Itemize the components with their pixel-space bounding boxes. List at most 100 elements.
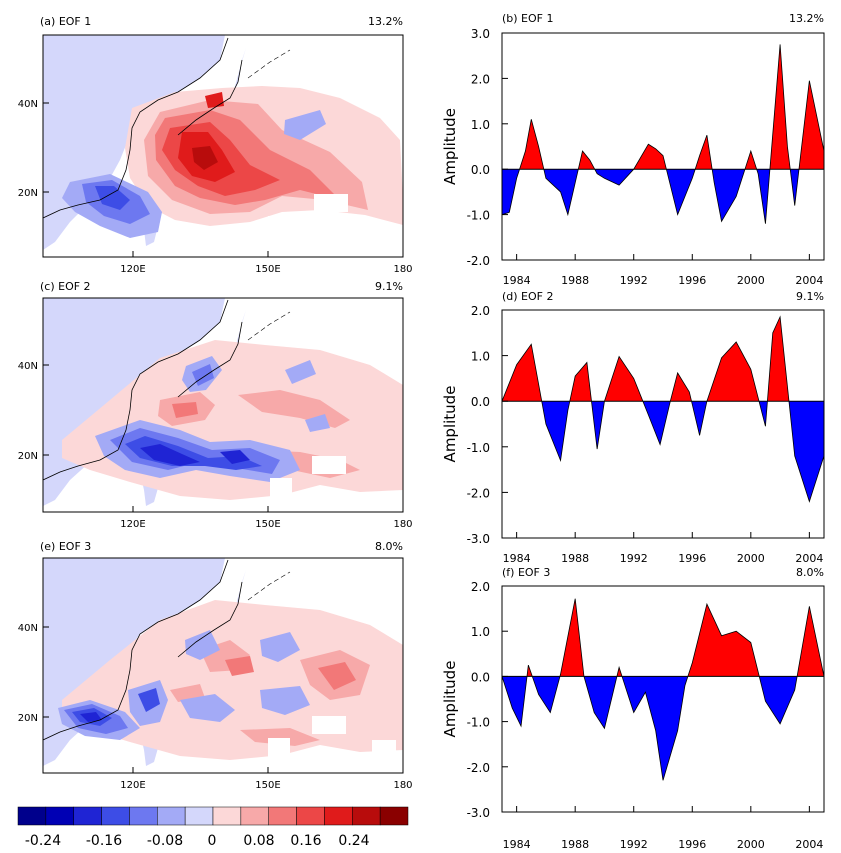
anomaly-field-blue — [95, 186, 130, 210]
y-tick-label: 2.0 — [471, 580, 490, 594]
anomaly-field-blue — [260, 632, 300, 662]
map-c-lon-180: 180 — [393, 519, 412, 530]
y-tick-label: -1.0 — [467, 209, 490, 223]
anomaly-field-red — [205, 92, 224, 108]
negative-area — [502, 169, 824, 224]
map-panel-e: (e) EOF 3 8.0% 40N 20N 120E 150E 180 — [18, 540, 413, 791]
y-tick-label: -1.0 — [467, 441, 490, 455]
map-c-lon-150e: 150E — [255, 519, 280, 530]
coastline — [43, 559, 229, 741]
map-a-lat-40n: 40N — [18, 99, 38, 110]
map-e-lon-180: 180 — [393, 780, 412, 791]
coastline — [247, 571, 291, 601]
x-tick-label: 1996 — [678, 838, 706, 851]
map-e-lon-120e: 120E — [120, 780, 145, 791]
map-c-title: (c) EOF 2 — [40, 280, 91, 293]
timeseries-d: 2.0 1.0 0.0 -1.0 -2.0 -3.0 1984 1988 1992 1996 200… — [441, 290, 825, 565]
x-tick-label: 1992 — [620, 552, 648, 565]
anomaly-field-blue — [140, 444, 200, 466]
colorbar-label: 0.24 — [338, 833, 369, 849]
colorbar-swatch — [212, 806, 242, 826]
coastline — [43, 299, 229, 481]
y-tick-label: -2.0 — [467, 254, 490, 268]
y-tick-label: 0.0 — [471, 395, 490, 409]
y-axis-label: Amplitude — [441, 661, 459, 738]
anomaly-field-blue — [284, 110, 326, 140]
y-tick-label: 2.0 — [471, 304, 490, 318]
timeseries-b: 3.0 2.0 1.0 0.0 -1.0 -2.0 1984 1988 1992 1996 2000… — [441, 12, 825, 287]
y-tick-label: 1.0 — [471, 118, 490, 132]
chart-percent: 13.2% — [789, 12, 824, 25]
chart-title: (f) EOF 3 — [502, 566, 550, 579]
map-panel-c: (c) EOF 2 9.1% 40N 20N 120E 150E 180 — [18, 280, 413, 530]
x-tick-label: 1984 — [503, 838, 531, 851]
map-e-title: (e) EOF 3 — [40, 540, 91, 553]
colorbar-swatch — [324, 806, 353, 826]
map-c-lon-120e: 120E — [120, 519, 145, 530]
positive-area — [502, 44, 824, 170]
x-tick-label: 1988 — [561, 838, 589, 851]
anomaly-field-blue — [260, 686, 310, 715]
series-line — [501, 44, 825, 224]
y-tick-label: -1.0 — [467, 716, 490, 730]
y-axis-label: Amplitude — [441, 386, 459, 463]
colorbar-label: 0 — [208, 833, 217, 849]
map-a-title: (a) EOF 1 — [40, 15, 91, 28]
anomaly-field-blue — [80, 712, 102, 722]
colorbar-swatch — [240, 806, 269, 826]
x-tick-label: 1984 — [503, 552, 531, 565]
colorbar — [17, 806, 409, 826]
coastline — [177, 59, 243, 136]
colorbar-label: 0.16 — [290, 833, 321, 849]
colorbar-swatch — [352, 806, 381, 826]
map-c-percent: 9.1% — [375, 280, 403, 293]
y-tick-label: -2.0 — [467, 761, 490, 775]
x-tick-label: 2000 — [737, 552, 765, 565]
y-tick-label: 1.0 — [471, 625, 490, 639]
coastline — [247, 49, 291, 79]
y-tick-label: -3.0 — [467, 806, 490, 820]
colorbar-label: 0.08 — [243, 833, 274, 849]
chart-percent: 9.1% — [796, 290, 824, 303]
x-tick-label: 1988 — [561, 552, 589, 565]
colorbar-swatch — [184, 806, 214, 826]
colorbar-label: -0.24 — [25, 833, 61, 849]
x-tick-label: 2000 — [737, 838, 765, 851]
positive-area — [502, 598, 824, 677]
negative-area — [502, 401, 824, 502]
map-e-lat-40n: 40N — [18, 623, 38, 634]
colorbar-swatch — [129, 806, 158, 826]
anomaly-field-blue — [220, 450, 250, 464]
colorbar-swatch — [379, 806, 409, 826]
colorbar-swatch — [101, 806, 130, 826]
map-a-lat-20n: 20N — [18, 188, 38, 199]
anomaly-field-blue — [305, 414, 330, 432]
plot-frame — [501, 32, 825, 261]
coastline — [247, 311, 291, 341]
map-e-percent: 8.0% — [375, 540, 403, 553]
y-axis-label: Amplitude — [441, 108, 459, 185]
plot-frame — [501, 309, 825, 539]
timeseries-f: 2.0 1.0 0.0 -1.0 -2.0 -3.0 1984 1988 1992 1996 200… — [441, 566, 825, 851]
anomaly-field-red — [172, 402, 198, 418]
y-tick-label: 1.0 — [471, 350, 490, 364]
colorbar-label: -0.08 — [147, 833, 183, 849]
chart-percent: 8.0% — [796, 566, 824, 579]
colorbar-swatch — [17, 806, 47, 826]
map-a-lon-180: 180 — [393, 264, 412, 275]
anomaly-field-red — [192, 146, 218, 170]
y-tick-label: -3.0 — [467, 532, 490, 546]
x-tick-label: 1988 — [561, 274, 589, 287]
x-tick-label: 1992 — [620, 838, 648, 851]
y-tick-label: 2.0 — [471, 72, 490, 86]
colorbar-swatch — [268, 806, 297, 826]
positive-area — [502, 316, 824, 402]
map-c-lat-20n: 20N — [18, 451, 38, 462]
anomaly-field-blue — [285, 360, 316, 384]
map-e-lon-150e: 150E — [255, 780, 280, 791]
y-tick-label: -2.0 — [467, 486, 490, 500]
x-tick-label: 2000 — [737, 274, 765, 287]
y-tick-label: 0.0 — [471, 670, 490, 684]
